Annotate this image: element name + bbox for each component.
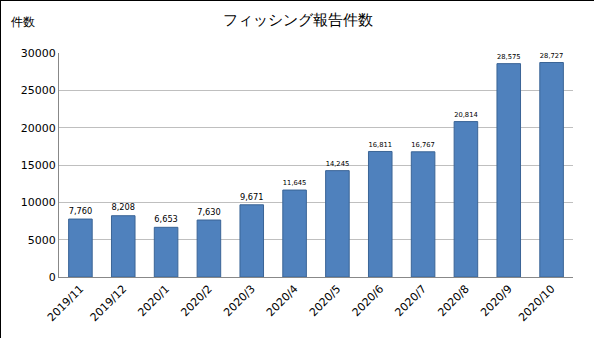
svg-text:2020/4: 2020/4	[264, 283, 301, 320]
svg-text:2020/10: 2020/10	[516, 283, 558, 325]
svg-text:16,767: 16,767	[411, 141, 435, 149]
svg-text:2020/2: 2020/2	[178, 283, 215, 320]
svg-text:2020/8: 2020/8	[435, 283, 472, 320]
svg-text:11,645: 11,645	[283, 179, 307, 187]
svg-text:10000: 10000	[21, 196, 56, 209]
svg-text:2019/11: 2019/11	[45, 283, 87, 325]
svg-text:7,760: 7,760	[69, 206, 93, 216]
svg-text:20000: 20000	[21, 122, 56, 135]
svg-text:2020/7: 2020/7	[393, 283, 430, 320]
svg-text:フィッシング報告件数: フィッシング報告件数	[223, 11, 373, 29]
svg-text:14,245: 14,245	[326, 160, 350, 168]
svg-text:9,671: 9,671	[240, 192, 264, 202]
svg-text:28,727: 28,727	[540, 52, 564, 60]
svg-text:8,208: 8,208	[111, 202, 135, 212]
svg-text:7,630: 7,630	[197, 207, 221, 217]
svg-text:28,575: 28,575	[497, 53, 521, 61]
svg-text:0: 0	[49, 271, 56, 284]
svg-text:2019/12: 2019/12	[88, 283, 130, 325]
svg-text:16,811: 16,811	[368, 141, 392, 149]
svg-text:30000: 30000	[21, 47, 56, 60]
svg-text:2020/9: 2020/9	[478, 283, 515, 320]
svg-text:2020/1: 2020/1	[136, 283, 173, 320]
svg-text:15000: 15000	[21, 159, 56, 172]
svg-text:5000: 5000	[28, 234, 56, 247]
svg-text:25000: 25000	[21, 84, 56, 97]
svg-text:件数: 件数	[11, 15, 35, 29]
svg-text:20,814: 20,814	[454, 111, 478, 119]
svg-text:6,653: 6,653	[154, 214, 178, 224]
svg-text:2020/6: 2020/6	[350, 283, 387, 320]
svg-text:2020/3: 2020/3	[221, 283, 258, 320]
svg-text:2020/5: 2020/5	[307, 283, 344, 320]
